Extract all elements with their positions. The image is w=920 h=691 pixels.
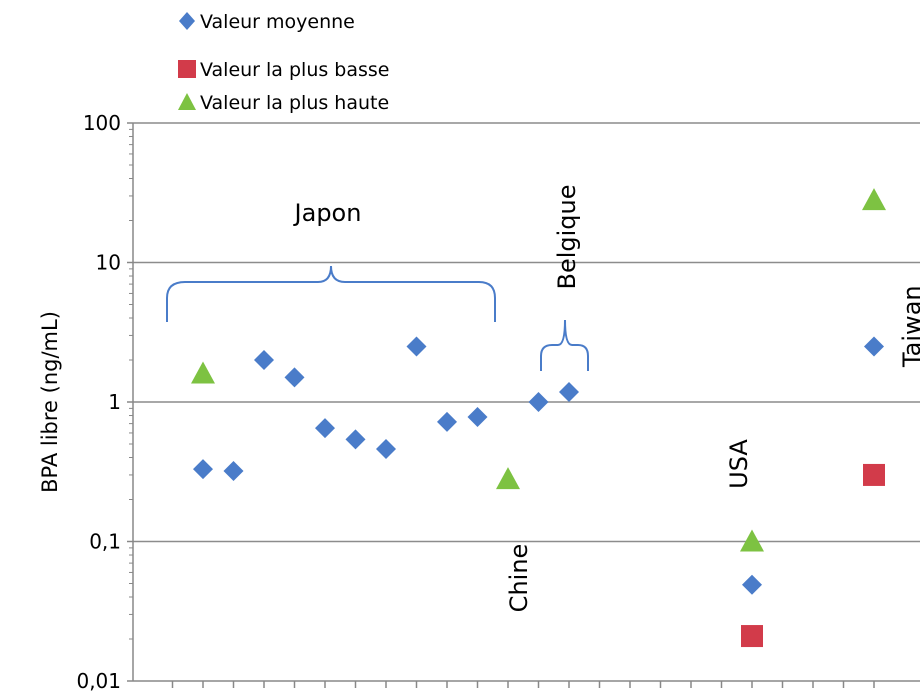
belgique-bracket xyxy=(540,319,589,371)
axis-ticks xyxy=(127,122,875,688)
point-mean xyxy=(193,459,213,480)
point-mean xyxy=(467,407,488,428)
point-high xyxy=(740,529,764,552)
legend-triangle-marker xyxy=(178,93,196,110)
point-mean xyxy=(376,439,396,460)
point-mean xyxy=(528,392,549,412)
y-tick-label: 0,1 xyxy=(89,530,121,554)
y-tick-label: 1 xyxy=(108,390,121,414)
point-mean xyxy=(559,381,579,402)
annotation-taiwan: Taiwan xyxy=(898,285,920,368)
point-mean xyxy=(345,429,366,450)
annotation-belgique: Belgique xyxy=(553,184,581,289)
point-low xyxy=(741,625,763,648)
point-mean xyxy=(223,461,244,482)
legend-square-marker xyxy=(178,60,196,78)
annotation-japon: Japon xyxy=(293,199,362,227)
annotation-usa: USA xyxy=(725,439,753,489)
data-points xyxy=(191,188,886,648)
point-mean xyxy=(406,336,427,357)
point-mean xyxy=(742,574,762,595)
point-mean xyxy=(254,350,274,371)
annotation-chine: Chine xyxy=(505,544,533,613)
point-low xyxy=(863,463,885,486)
y-tick-label: 0,01 xyxy=(76,669,121,691)
annotations: Japon Belgique Chine USA Taiwan xyxy=(166,184,920,613)
point-high xyxy=(191,361,215,384)
legend-label-mean: Valeur moyenne xyxy=(200,11,355,33)
point-mean xyxy=(315,418,335,439)
legend-diamond-marker xyxy=(179,12,195,30)
point-mean xyxy=(864,336,884,357)
gridlines xyxy=(133,122,920,543)
point-mean xyxy=(437,411,457,432)
point-high xyxy=(496,467,520,490)
y-tick-label: 100 xyxy=(83,111,121,135)
y-tick-labels: 100 10 1 0,1 0,01 xyxy=(76,111,121,691)
legend-label-high: Valeur la plus haute xyxy=(200,92,389,114)
legend-label-low: Valeur la plus basse xyxy=(200,59,390,81)
y-tick-label: 10 xyxy=(96,251,121,275)
point-mean xyxy=(284,367,305,388)
legend: Valeur moyenne Valeur la plus basse Vale… xyxy=(178,11,390,114)
point-high xyxy=(862,188,886,211)
japon-bracket xyxy=(166,265,496,322)
y-axis-title: BPA libre (ng/mL) xyxy=(38,311,62,493)
